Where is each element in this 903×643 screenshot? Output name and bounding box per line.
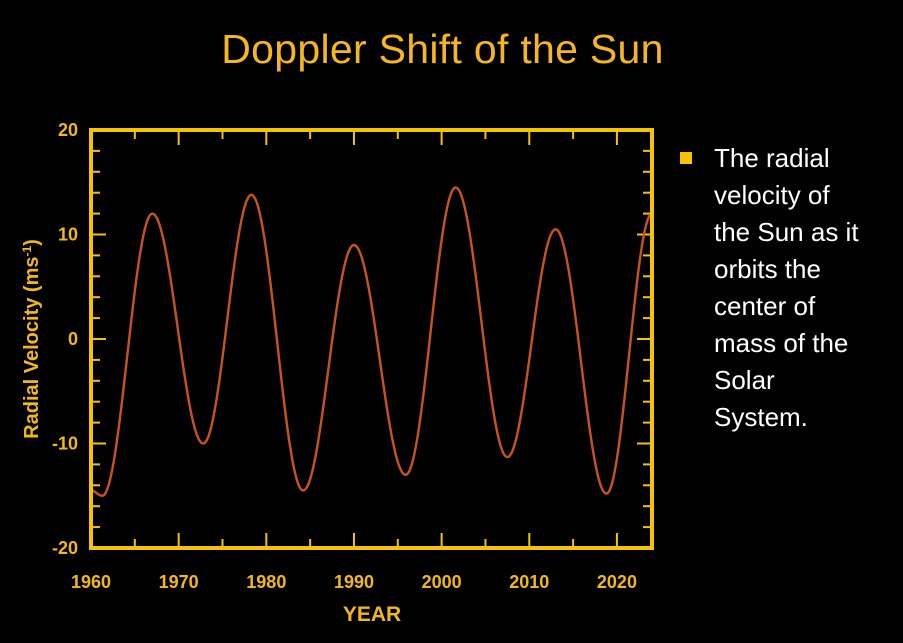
bullet-line: velocity of [714, 180, 830, 210]
y-tick-label: -20 [52, 538, 78, 558]
y-axis-title: Radial Velocity (ms-1) [20, 239, 43, 439]
bullet-line: center of [714, 291, 816, 321]
x-tick-label: 2010 [509, 572, 549, 592]
axis-ticks [90, 129, 652, 549]
bullet-line: Solar [714, 365, 775, 395]
bullet-line: System. [714, 402, 808, 432]
x-axis-title: YEAR [343, 603, 401, 626]
bullet-marker-icon [680, 152, 692, 164]
y-tick-label: -10 [52, 434, 78, 454]
radial-velocity-series-line [89, 186, 654, 497]
page-title: Doppler Shift of the Sun [221, 26, 664, 72]
bullet-text: The radial velocity of the Sun as it orb… [714, 140, 890, 436]
x-tick-label: 2020 [597, 572, 637, 592]
y-tick-label: 20 [58, 120, 78, 140]
axis-labels: 1960 1970 1980 1990 2000 2010 2020 -20 -10 0 10 20 [52, 120, 637, 592]
y-tick-label: 0 [68, 329, 78, 349]
bullet-line: the Sun as it [714, 217, 859, 247]
y-tick-label: 10 [58, 225, 78, 245]
x-tick-label: 2000 [422, 572, 462, 592]
x-tick-label: 1970 [159, 572, 199, 592]
bullet-line: mass of the [714, 328, 849, 358]
x-tick-label: 1990 [334, 572, 374, 592]
bullet-line: The radial [714, 143, 830, 173]
x-tick-label: 1980 [246, 572, 286, 592]
plot-frame [89, 128, 654, 550]
x-tick-label: 1960 [71, 572, 111, 592]
bullet-line: orbits the [714, 254, 821, 284]
